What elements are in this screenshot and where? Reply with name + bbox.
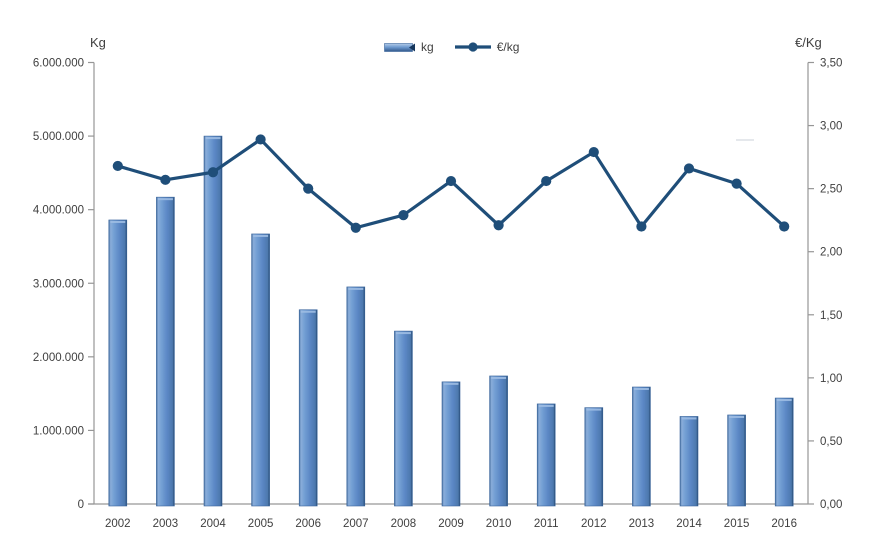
bar-2012 (584, 407, 604, 507)
bar-top-bevel (681, 417, 697, 420)
price-marker-2004 (207, 167, 219, 178)
price-marker-2005 (255, 134, 266, 145)
right-axis-title: €/Kg (795, 35, 822, 50)
bar-top-bevel (729, 415, 745, 418)
left-axis-tick-label: 3.000.000 (33, 278, 84, 290)
x-axis-label-2002: 2002 (105, 518, 131, 530)
price-marker-2015 (731, 178, 742, 189)
bar-2014 (679, 416, 699, 507)
left-axis-tick-label: 4.000.000 (33, 205, 84, 217)
bar-top-bevel (395, 332, 411, 335)
x-axis-label-2011: 2011 (534, 518, 559, 530)
bar-series-swatch-icon (384, 42, 416, 53)
bar-2015 (727, 414, 746, 507)
bar-2013 (632, 386, 651, 507)
left-axis-tick-label: 2.000.000 (33, 352, 84, 364)
bar-2011 (536, 403, 556, 507)
price-marker-2003 (160, 174, 171, 185)
x-axis-label-2004: 2004 (200, 518, 226, 530)
price-marker-2007 (350, 222, 361, 233)
bar-top-bevel (205, 137, 221, 140)
price-marker-2013 (636, 221, 647, 232)
price-marker-2010 (493, 220, 504, 231)
bar-2003 (156, 196, 175, 507)
bar-2006 (298, 309, 318, 507)
legend-item-kg: kg (384, 40, 434, 54)
left-axis-title: Kg (90, 35, 106, 50)
x-axis-label-2015: 2015 (724, 518, 750, 530)
bar-top-bevel (348, 287, 364, 290)
bar-top-bevel (776, 399, 792, 402)
bar-2010 (489, 375, 508, 507)
price-marker-2011 (541, 175, 552, 187)
bar-2004 (203, 135, 223, 507)
bar-2009 (441, 381, 461, 507)
bar-top-bevel (253, 234, 269, 237)
price-marker-2006 (303, 183, 314, 194)
x-axis-label-2006: 2006 (295, 518, 321, 530)
price-marker-2008 (398, 210, 409, 221)
x-axis-label-2014: 2014 (676, 518, 702, 530)
legend: kg €/kg (384, 40, 519, 54)
right-axis-tick-label: 0,50 (820, 436, 842, 448)
x-axis-label-2009: 2009 (438, 518, 464, 530)
x-axis-label-2013: 2013 (629, 518, 655, 530)
legend-label-kg: kg (421, 40, 434, 54)
x-axis-label-2003: 2003 (153, 518, 179, 530)
line-series-swatch-icon (454, 41, 492, 53)
price-marker-2014 (683, 163, 695, 174)
price-marker-2009 (445, 175, 457, 187)
bar-top-bevel (300, 310, 316, 313)
bar-top-bevel (443, 382, 459, 385)
right-axis-tick-label: 0,00 (820, 499, 842, 511)
left-axis-tick-label: 5.000.000 (33, 131, 84, 143)
left-axis-tick-label: 6.000.000 (33, 58, 84, 70)
bar-top-bevel (491, 376, 507, 379)
right-axis-tick-label: 1,50 (820, 310, 842, 322)
right-axis-tick-label: 3,50 (820, 58, 842, 70)
left-axis-tick-label: 0 (78, 499, 84, 511)
x-axis-label-2012: 2012 (581, 518, 607, 530)
bar-2008 (394, 330, 413, 507)
price-marker-2016 (779, 221, 790, 232)
x-axis-label-2007: 2007 (343, 518, 369, 530)
legend-item-eur-kg: €/kg (454, 40, 520, 54)
x-axis-label-2016: 2016 (771, 518, 797, 530)
bar-top-bevel (110, 220, 126, 223)
right-axis-tick-label: 3,00 (820, 121, 842, 133)
right-axis-tick-label: 2,50 (820, 184, 842, 196)
right-axis-tick-label: 2,00 (820, 247, 842, 259)
x-axis-label-2008: 2008 (391, 518, 417, 530)
x-axis-label-2005: 2005 (248, 518, 274, 530)
bar-top-bevel (157, 198, 173, 201)
price-marker-2002 (112, 160, 123, 172)
bar-top-bevel (538, 404, 554, 407)
left-axis-tick-label: 1.000.000 (33, 425, 84, 437)
bar-2002 (108, 219, 128, 507)
legend-label-eur-kg: €/kg (496, 40, 520, 54)
right-axis-tick-label: 1,00 (820, 373, 842, 385)
price-marker-2012 (588, 146, 599, 158)
bar-2007 (346, 286, 366, 507)
bar-2016 (774, 397, 794, 507)
bar-top-bevel (586, 408, 602, 411)
bar-2005 (251, 233, 270, 507)
bar-top-bevel (633, 388, 649, 391)
x-axis-label-2010: 2010 (486, 518, 512, 530)
